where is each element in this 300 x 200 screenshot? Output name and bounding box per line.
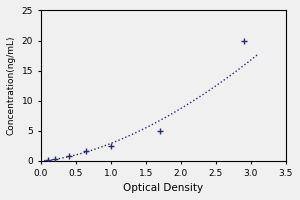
Y-axis label: Concentration(ng/mL): Concentration(ng/mL)	[7, 36, 16, 135]
Point	[84, 150, 88, 153]
Point	[45, 159, 50, 162]
Point	[52, 157, 57, 161]
Point	[242, 39, 246, 42]
Point	[66, 155, 71, 158]
Point	[158, 129, 162, 132]
X-axis label: Optical Density: Optical Density	[123, 183, 203, 193]
Point	[108, 144, 113, 147]
